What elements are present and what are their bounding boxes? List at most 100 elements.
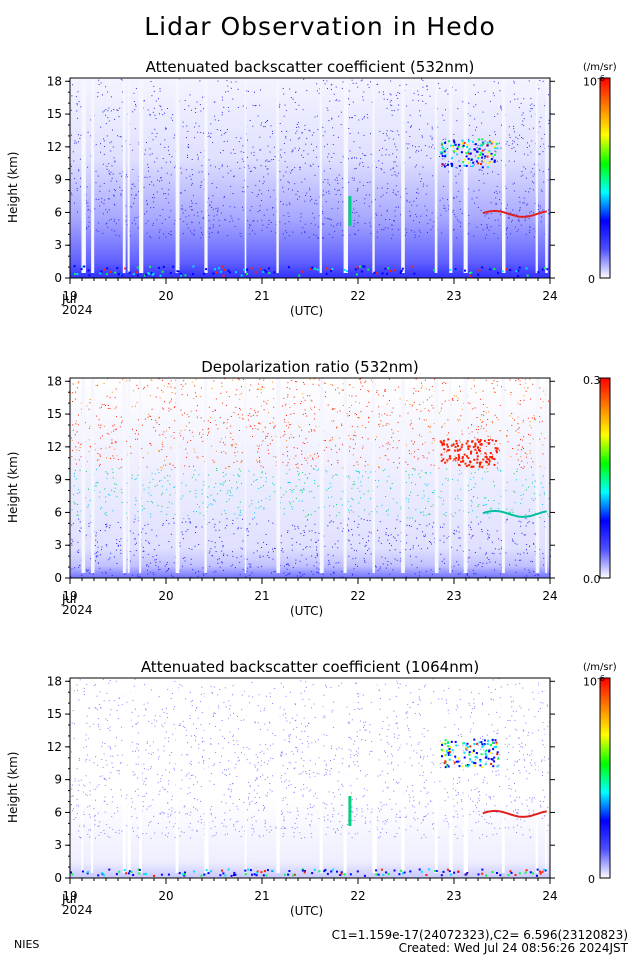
noise-speckle <box>500 107 502 109</box>
boundary-layer-signal <box>105 273 108 276</box>
noise-speckle <box>532 482 533 484</box>
noise-speckle <box>78 530 80 532</box>
noise-speckle <box>548 94 549 96</box>
cirrus-signal <box>452 150 455 153</box>
noise-speckle <box>347 415 349 417</box>
noise-speckle <box>374 199 376 201</box>
noise-speckle <box>161 179 163 181</box>
noise-speckle <box>460 226 461 227</box>
noise-speckle <box>497 469 499 471</box>
noise-speckle <box>274 547 275 549</box>
noise-speckle <box>165 128 167 130</box>
noise-speckle <box>157 505 159 507</box>
noise-speckle <box>358 471 359 472</box>
noise-speckle <box>160 469 162 471</box>
noise-speckle <box>469 115 471 117</box>
noise-speckle <box>193 465 194 467</box>
noise-speckle <box>415 556 417 558</box>
noise-speckle <box>99 190 101 192</box>
noise-speckle <box>414 573 416 575</box>
noise-speckle <box>148 170 149 172</box>
noise-speckle <box>347 500 349 502</box>
noise-speckle <box>396 149 398 151</box>
noise-speckle <box>108 120 110 122</box>
noise-speckle <box>498 538 500 540</box>
noise-speckle <box>442 503 444 505</box>
noise-speckle <box>133 92 135 94</box>
noise-speckle <box>370 225 372 227</box>
noise-speckle <box>534 486 535 488</box>
noise-speckle <box>297 190 299 192</box>
noise-speckle <box>254 517 256 518</box>
boundary-layer-signal <box>360 270 363 273</box>
noise-speckle <box>531 561 533 563</box>
noise-speckle <box>80 510 82 512</box>
cirrus-signal <box>448 449 451 452</box>
noise-speckle <box>90 135 92 137</box>
noise-speckle <box>492 171 493 173</box>
noise-speckle <box>215 424 217 426</box>
noise-speckle <box>298 479 300 481</box>
noise-speckle <box>280 149 282 151</box>
noise-speckle <box>215 551 217 552</box>
noise-speckle <box>88 225 89 227</box>
noise-speckle <box>185 484 187 486</box>
noise-speckle <box>397 92 399 93</box>
colorbar-max-label: 10-6 <box>583 74 605 89</box>
noise-speckle <box>359 378 361 380</box>
noise-speckle <box>189 175 191 177</box>
noise-speckle <box>315 465 317 467</box>
noise-speckle <box>96 468 97 470</box>
noise-speckle <box>518 464 520 466</box>
boundary-layer-signal <box>298 274 301 277</box>
noise-speckle <box>209 565 211 567</box>
noise-speckle <box>217 211 219 212</box>
noise-speckle <box>506 227 508 229</box>
noise-speckle <box>420 410 422 412</box>
noise-speckle <box>473 572 475 574</box>
cirrus-signal <box>471 140 474 143</box>
noise-speckle <box>233 462 235 463</box>
noise-speckle <box>112 477 114 479</box>
noise-speckle <box>296 466 298 468</box>
noise-speckle <box>363 558 365 560</box>
noise-speckle <box>521 498 523 500</box>
noise-speckle <box>515 136 517 138</box>
noise-speckle <box>408 477 410 479</box>
noise-speckle <box>103 182 105 184</box>
cirrus-signal <box>475 452 478 455</box>
noise-speckle <box>392 432 394 434</box>
noise-speckle <box>455 237 457 239</box>
noise-speckle <box>232 379 234 381</box>
noise-speckle <box>300 575 302 577</box>
noise-speckle <box>202 440 204 442</box>
noise-speckle <box>301 429 303 431</box>
noise-speckle <box>385 455 387 457</box>
noise-speckle <box>323 237 324 239</box>
noise-speckle <box>375 565 376 567</box>
noise-speckle <box>223 451 225 452</box>
noise-speckle <box>75 446 77 448</box>
noise-speckle <box>509 564 510 566</box>
noise-speckle <box>147 569 148 571</box>
noise-speckle <box>288 427 290 429</box>
noise-speckle <box>392 407 394 409</box>
cirrus-signal <box>462 161 465 164</box>
noise-speckle <box>312 163 314 165</box>
noise-speckle <box>498 503 500 505</box>
boundary-layer-signal <box>83 265 86 268</box>
noise-speckle <box>232 564 234 566</box>
noise-speckle <box>211 540 213 542</box>
x-tick-label: 22 <box>350 589 365 603</box>
noise-speckle <box>428 513 430 515</box>
noise-speckle <box>314 174 316 176</box>
noise-speckle <box>111 442 113 444</box>
noise-speckle <box>369 194 370 196</box>
noise-speckle <box>301 464 303 465</box>
noise-speckle <box>250 426 252 428</box>
noise-speckle <box>190 576 192 578</box>
noise-speckle <box>493 500 495 502</box>
noise-speckle <box>230 185 232 187</box>
cirrus-signal <box>496 451 498 454</box>
noise-speckle <box>194 469 196 471</box>
